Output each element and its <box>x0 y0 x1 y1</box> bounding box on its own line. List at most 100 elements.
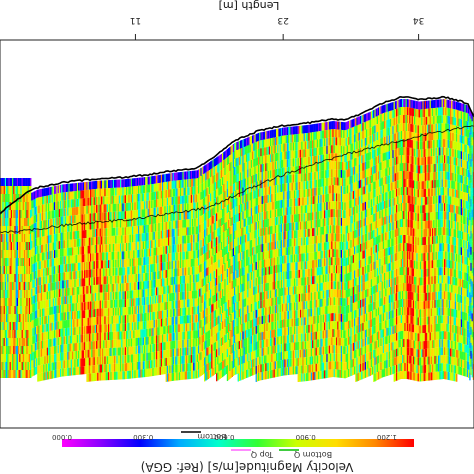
velocity-cell <box>127 226 129 235</box>
velocity-cell <box>62 352 64 361</box>
velocity-cell <box>171 324 173 333</box>
velocity-cell <box>10 250 13 258</box>
velocity-cell <box>193 266 195 275</box>
velocity-cell <box>91 245 93 254</box>
velocity-cell <box>105 308 107 317</box>
velocity-cell <box>145 216 147 225</box>
velocity-cell <box>84 366 86 375</box>
velocity-cell <box>139 361 141 370</box>
velocity-cell <box>226 365 229 374</box>
velocity-cell <box>177 324 179 333</box>
velocity-cell <box>172 244 175 253</box>
velocity-cell <box>158 335 160 344</box>
velocity-cell <box>142 361 145 370</box>
velocity-cell <box>75 191 77 200</box>
velocity-cell <box>158 319 160 328</box>
velocity-cell <box>213 246 215 255</box>
velocity-cell <box>132 178 134 187</box>
velocity-cell <box>216 173 218 182</box>
velocity-cell <box>25 202 27 210</box>
velocity-cell <box>111 315 113 324</box>
velocity-cell <box>18 282 20 290</box>
velocity-cell <box>111 251 113 260</box>
velocity-cell <box>127 338 129 347</box>
velocity-cell <box>181 171 183 180</box>
velocity-cell <box>1 362 3 370</box>
velocity-cell <box>124 291 127 300</box>
velocity-cell <box>204 357 206 366</box>
velocity-cell <box>49 211 51 220</box>
velocity-cell <box>21 330 23 338</box>
velocity-cell <box>180 364 182 373</box>
velocity-cell <box>39 373 41 382</box>
velocity-cell <box>223 304 225 313</box>
velocity-cell <box>187 235 189 244</box>
velocity-cell <box>50 362 52 371</box>
velocity-cell <box>134 234 136 243</box>
velocity-cell <box>34 350 37 359</box>
velocity-cell <box>81 358 83 367</box>
velocity-cell <box>76 222 79 231</box>
velocity-cell <box>226 157 229 166</box>
velocity-cell <box>79 302 81 311</box>
velocity-cell <box>175 276 177 285</box>
velocity-cell <box>232 335 235 344</box>
velocity-cell <box>97 324 99 333</box>
velocity-cell <box>178 212 181 221</box>
velocity-cell <box>186 275 188 284</box>
velocity-cell <box>104 236 106 245</box>
velocity-cell <box>232 183 235 192</box>
velocity-cell <box>210 201 212 210</box>
velocity-cell <box>85 214 87 223</box>
velocity-cell <box>211 264 213 273</box>
velocity-cell <box>108 356 110 365</box>
velocity-cell <box>63 256 65 265</box>
velocity-cell <box>232 175 235 184</box>
velocity-cell <box>135 266 137 274</box>
velocity-cell <box>234 167 236 176</box>
velocity-cell <box>6 306 8 314</box>
velocity-cell <box>129 338 131 347</box>
velocity-cell <box>211 304 213 313</box>
velocity-cell <box>148 184 151 193</box>
velocity-cell <box>117 211 119 220</box>
velocity-cell <box>85 286 87 295</box>
velocity-cell <box>146 232 148 241</box>
velocity-cell <box>43 292 45 301</box>
velocity-cell <box>158 247 160 256</box>
velocity-cell <box>162 198 164 207</box>
velocity-cell <box>164 278 166 287</box>
velocity-cell <box>44 196 46 205</box>
velocity-cell <box>106 204 109 213</box>
velocity-cell <box>78 294 80 303</box>
velocity-cell <box>106 268 109 277</box>
velocity-cell <box>60 240 62 249</box>
velocity-cell <box>140 233 142 242</box>
velocity-cell <box>30 250 32 258</box>
velocity-cell <box>223 352 225 361</box>
velocity-cell <box>122 371 124 380</box>
velocity-cell <box>166 277 169 286</box>
velocity-cell <box>205 324 207 333</box>
velocity-cell <box>219 338 221 347</box>
velocity-cell <box>79 198 81 207</box>
velocity-cell <box>214 366 217 375</box>
velocity-cell <box>164 182 166 191</box>
velocity-cell <box>172 316 175 325</box>
velocity-cell <box>153 207 155 216</box>
velocity-cell <box>141 201 143 210</box>
velocity-cell <box>60 224 62 233</box>
velocity-cell <box>204 205 206 214</box>
velocity-cell <box>205 356 207 365</box>
velocity-cell <box>212 183 214 192</box>
velocity-cell <box>235 294 237 303</box>
velocity-cell <box>151 248 153 257</box>
velocity-cell <box>217 348 219 357</box>
velocity-cell <box>183 339 185 348</box>
velocity-cell <box>199 328 201 337</box>
velocity-cell <box>2 322 4 330</box>
velocity-cell <box>94 317 97 325</box>
velocity-cell <box>196 290 199 299</box>
velocity-cell <box>178 220 181 229</box>
velocity-cell <box>58 225 61 234</box>
